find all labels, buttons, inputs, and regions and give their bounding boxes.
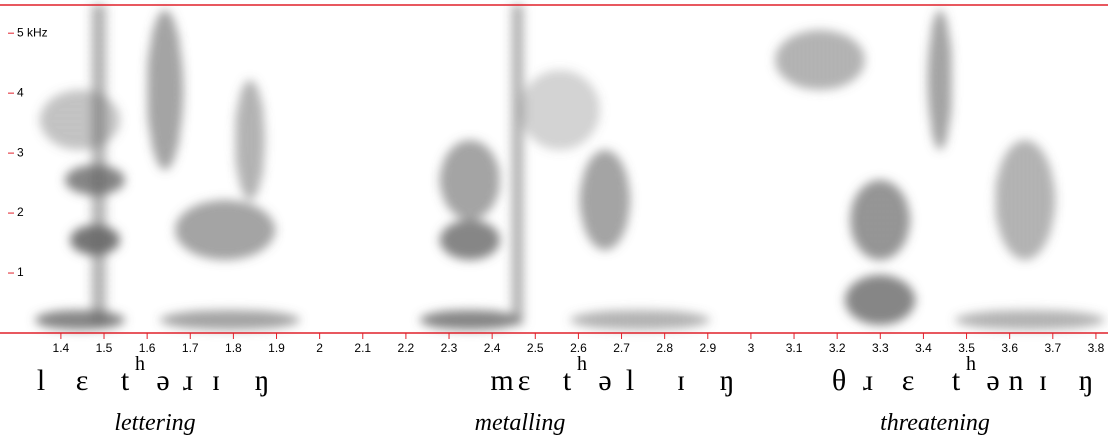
word-gloss: lettering bbox=[114, 410, 195, 436]
x-tick-label: 2.3 bbox=[441, 341, 458, 355]
x-tick-label: 3.3 bbox=[872, 341, 889, 355]
phone: ɹ bbox=[863, 364, 873, 397]
word-gloss: metalling bbox=[475, 410, 566, 436]
phone: ɛ bbox=[76, 364, 89, 397]
y-tick-label: 4 bbox=[17, 85, 24, 99]
x-tick-label: 3.2 bbox=[829, 341, 846, 355]
spectrogram-texture bbox=[35, 5, 1105, 330]
x-tick-label: 2.9 bbox=[699, 341, 716, 355]
phone: ə bbox=[156, 364, 169, 397]
phone: ɪ bbox=[1039, 364, 1047, 397]
y-tick-label: 2 bbox=[17, 205, 24, 219]
x-tick-label: 2 bbox=[316, 341, 323, 355]
phone: t bbox=[563, 364, 572, 397]
x-tick-label: 3 bbox=[748, 341, 755, 355]
x-tick-label: 2.4 bbox=[484, 341, 501, 355]
x-tick-label: 1.7 bbox=[182, 341, 199, 355]
phone: t bbox=[952, 364, 961, 397]
x-tick-label: 3.4 bbox=[915, 341, 932, 355]
phone: ɹ bbox=[183, 364, 193, 397]
x-tick-label: 1.9 bbox=[268, 341, 285, 355]
phone: ə bbox=[986, 364, 999, 397]
phone: m bbox=[490, 364, 513, 397]
x-tick-label: 2.1 bbox=[354, 341, 371, 355]
x-tick-label: 3.7 bbox=[1044, 341, 1061, 355]
phone: ŋ bbox=[720, 364, 735, 397]
phone: n bbox=[1009, 364, 1024, 397]
x-tick-label: 1.5 bbox=[96, 341, 113, 355]
x-tick-label: 2.6 bbox=[570, 341, 587, 355]
y-tick-label: 1 bbox=[17, 265, 24, 279]
y-tick-label: 3 bbox=[17, 145, 24, 159]
x-tick-label: 1.6 bbox=[139, 341, 156, 355]
phone: ə bbox=[598, 364, 611, 397]
phone: ɛ bbox=[518, 364, 531, 397]
word-gloss: threatening bbox=[880, 410, 990, 436]
x-tick-label: 3.8 bbox=[1088, 341, 1105, 355]
x-tick-label: 3.6 bbox=[1001, 341, 1018, 355]
phone: h bbox=[135, 353, 145, 375]
x-tick-label: 1.4 bbox=[53, 341, 70, 355]
phone: ɛ bbox=[902, 364, 915, 397]
x-tick-label: 2.7 bbox=[613, 341, 630, 355]
x-tick-label: 2.5 bbox=[527, 341, 544, 355]
phone: ŋ bbox=[1079, 364, 1094, 397]
phone: l bbox=[626, 364, 634, 397]
phone: ɪ bbox=[212, 364, 220, 397]
phone: θ bbox=[832, 364, 846, 397]
phone: ŋ bbox=[255, 364, 270, 397]
x-tick-label: 1.8 bbox=[225, 341, 242, 355]
phone: l bbox=[37, 364, 45, 397]
phone: h bbox=[577, 353, 587, 375]
y-tick-label: 5 kHz bbox=[17, 25, 48, 39]
x-tick-label: 3.1 bbox=[786, 341, 803, 355]
phone: t bbox=[121, 364, 130, 397]
x-tick-label: 2.8 bbox=[656, 341, 673, 355]
x-tick-label: 2.2 bbox=[398, 341, 415, 355]
phone: ɪ bbox=[677, 364, 685, 397]
phone: h bbox=[966, 353, 976, 375]
x-tick-label: 3.5 bbox=[958, 341, 975, 355]
